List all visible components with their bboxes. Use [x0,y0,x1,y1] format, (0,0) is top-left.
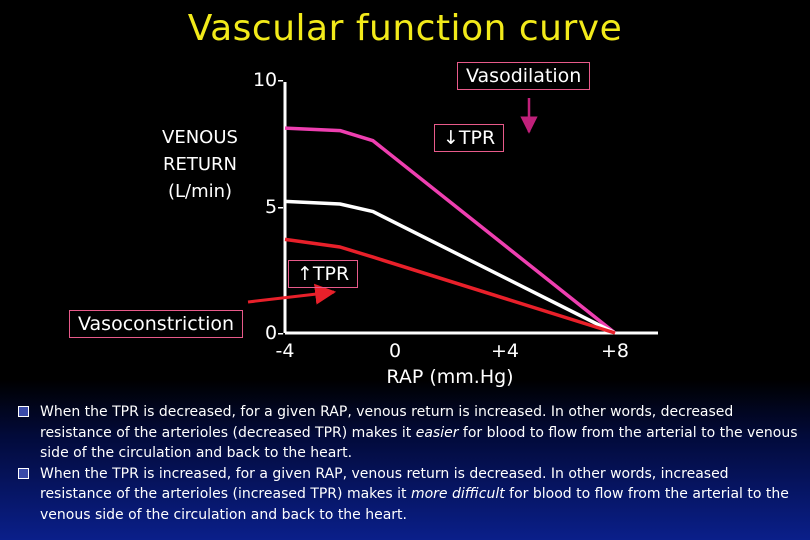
series-line-increased-tpr [284,237,616,335]
bullet-emphasis: easier [415,424,459,441]
decreased-tpr-label: ↓TPR [434,124,505,152]
bullet-item: When the TPR is decreased, for a given R… [18,402,798,464]
explanation-list: When the TPR is decreased, for a given R… [18,402,798,525]
series-line-decreased-tpr [284,126,617,335]
bullet-text: for blood to flow from the arterial to t… [40,424,798,462]
y-tick-label: 10- [252,69,284,91]
bullet-square-icon [18,406,29,417]
y-axis-label-line: VENOUS [162,127,238,148]
vasodilation-label: Vasodilation [457,62,591,90]
y-tick-label: 0- [265,322,284,344]
x-tick-label: +4 [490,340,519,362]
bullet-text: When the TPR is increased, for a given R… [40,465,729,503]
vasoconstriction-arrow [247,283,337,305]
bullet-emphasis: more difficult [410,486,505,502]
series-line-normal [284,199,616,335]
y-axis-label-line: RETURN [162,154,238,175]
bullet-item: When the TPR is increased, for a given R… [18,464,798,526]
background-gradient [0,380,810,540]
x-tick-label: -4 [275,340,295,362]
x-tick-label: +8 [600,340,629,362]
y-tick-label: 5- [265,195,284,218]
bullet-text: for blood to flow from the arterial to t… [40,486,789,523]
vasoconstriction-label: Vasoconstriction [69,310,244,338]
x-axis-label: RAP (mm.Hg) [386,366,514,388]
increased-tpr-label: ↑TPR [288,260,359,288]
x-tick-label: 0 [388,340,402,362]
bullet-square-icon [18,467,29,479]
y-axis-label-line: (L/min) [167,181,233,202]
bullet-text: When the TPR is decreased, for a given R… [40,404,734,441]
slide-title: Vascular function curve [187,8,623,49]
y-axis-label: VENOUS RETURN (L/min) [140,124,260,205]
